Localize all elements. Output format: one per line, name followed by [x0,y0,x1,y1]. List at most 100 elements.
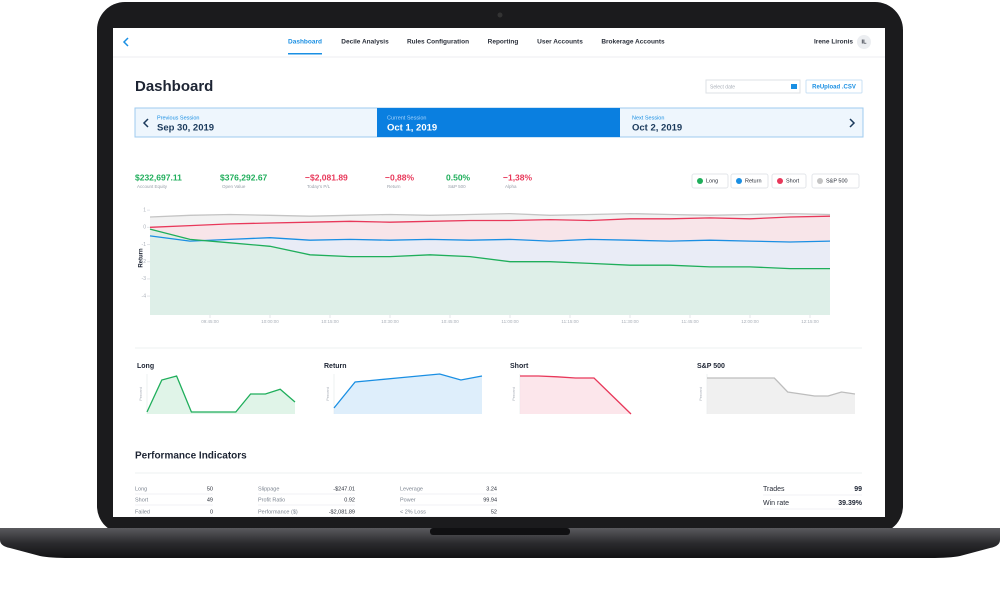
series-line [149,228,830,270]
mini-area [147,376,295,414]
y-tick-label: 1 [143,207,146,213]
metric-value: 0.50% [446,172,471,182]
legend-dot [736,178,742,184]
screen-content: Dashboard Decile Analysis Rules Configurat… [113,35,885,517]
session-label[interactable]: Current Session [387,115,426,121]
page-title: Dashboard [135,78,213,95]
date-placeholder: Select date [710,84,735,90]
back-arrow[interactable] [122,37,129,47]
indicator-label: Power [400,497,416,503]
indicator-value: 49 [207,497,213,503]
current-session-bg [377,108,620,137]
next-arrow[interactable] [849,118,856,128]
lid-notch [430,528,570,535]
indicator-value: 50 [207,486,213,492]
x-tick-label: 09:45:00 [201,319,219,324]
indicator-value: 0 [210,509,213,515]
summary-value: 39.39% [838,500,863,507]
area-fill [150,229,830,315]
indicator-label: Leverage [400,486,423,492]
legend-label: Short [786,178,800,184]
mini-y-label: Percent [138,386,143,401]
y-tick-label: 0 [143,225,146,231]
mini-title: Long [137,363,154,370]
camera [497,12,503,18]
x-tick-label: 11:30:00 [621,319,639,324]
mini-area [707,378,855,414]
x-tick-label: 12:15:00 [801,319,819,324]
indicator-label: Long [135,486,147,492]
y-tick-label: -3 [142,276,147,282]
x-tick-label: 10:15:00 [321,319,339,324]
summary-label: Trades [763,486,785,493]
indicator-value: 3.24 [486,486,497,492]
nav-item[interactable]: Decile Analysis [341,39,389,46]
active-underline [288,53,322,55]
metric-value: −1,38% [503,172,533,182]
indicator-label: Performance ($) [258,509,298,515]
laptop-base [0,528,1000,558]
indicator-label: < 2% Loss [400,509,426,515]
mini-y-label: Percent [325,386,330,401]
x-tick-label: 11:45:00 [681,319,699,324]
nav-item[interactable]: Rules Configuration [407,39,469,46]
legend-button[interactable] [811,173,860,189]
indicator-value: 52 [491,509,497,515]
x-tick-label: 10:45:00 [441,319,459,324]
session-date[interactable]: Sep 30, 2019 [157,123,214,134]
nav-item[interactable]: User Accounts [537,39,583,46]
metric-label: Alpha [505,184,517,189]
series-line [149,235,831,243]
x-tick-label: 11:15:00 [561,319,579,324]
summary-value: 99 [854,486,862,493]
nav-item[interactable]: Brokerage Accounts [601,39,665,46]
indicator-label: Slippage [258,486,279,492]
session-date[interactable]: Oct 2, 2019 [632,123,682,134]
summary-label: Win rate [763,500,789,507]
legend-label: Return [745,178,762,184]
metric-value: −0,88% [385,172,415,182]
metric-value: $376,292.67 [220,172,268,182]
nav-item[interactable]: Reporting [488,39,519,46]
indicator-label: Profit Ratio [258,497,285,503]
metric-label: Today's P/L [307,184,331,189]
y-axis-label: Return [139,248,145,268]
legend-dot [777,178,783,184]
metric-label: Return [387,184,401,189]
y-tick-label: -4 [142,293,147,299]
metric-value: $232,697.11 [135,172,182,182]
date-input[interactable] [705,79,801,94]
legend-button[interactable] [730,173,769,189]
mini-area [520,376,631,414]
user-name[interactable]: Irene Lironis [814,39,853,46]
prev-arrow[interactable] [142,118,149,128]
session-date[interactable]: Oct 1, 2019 [387,123,437,134]
indicator-value: 99.94 [483,497,497,503]
legend-label: Long [706,178,718,184]
legend-button[interactable] [771,173,807,189]
mini-title: S&P 500 [697,363,725,370]
upload-button[interactable] [805,79,863,94]
metric-label: Open Value [222,184,246,189]
x-tick-label: 11:00:00 [501,319,519,324]
mini-y-label: Percent [698,386,703,401]
metric-label: Account Equity [137,184,168,189]
session-label[interactable]: Next Session [632,115,664,121]
legend-dot [817,178,823,184]
mini-line [520,375,632,415]
avatar-initials: IL [862,39,868,45]
indicator-value: 0.92 [344,497,355,503]
nav-item[interactable]: Dashboard [288,39,322,46]
legend-button[interactable] [691,173,729,189]
session-label[interactable]: Previous Session [157,115,200,121]
indicator-value: -$247.01 [333,486,355,492]
indicator-label: Failed [135,509,150,515]
series-line [149,215,831,228]
mini-title: Return [324,363,347,370]
mini-title: Short [510,363,529,370]
metric-label: S&P 500 [448,184,466,189]
avatar[interactable] [857,35,871,49]
y-tick-label: -1 [142,242,147,248]
